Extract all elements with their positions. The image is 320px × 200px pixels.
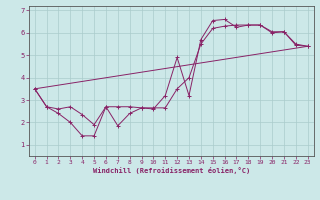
X-axis label: Windchill (Refroidissement éolien,°C): Windchill (Refroidissement éolien,°C): [92, 167, 250, 174]
